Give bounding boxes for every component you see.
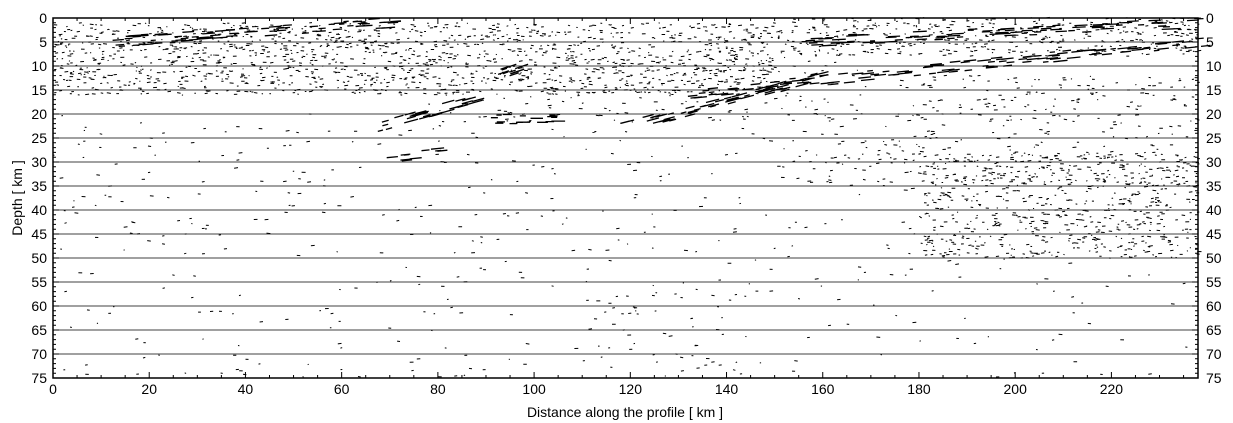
x-axis-title: Distance along the profile [ km ] [527,404,723,420]
y-tick-label-left: 55 [31,274,47,290]
reflectivity-zone-3 [895,74,1200,139]
y-tick-label-right: 55 [1206,274,1222,290]
y-tick-label-left: 75 [31,370,47,386]
reflectivity-zone-7 [53,258,1188,378]
y-tick-label-right: 75 [1206,370,1222,386]
x-tick-label: 60 [334,381,350,397]
y-tick-label-left: 0 [39,10,47,26]
reflectivity-image [53,16,1211,378]
y-tick-label-right: 65 [1206,322,1222,338]
y-tick-label-left: 65 [31,322,47,338]
x-tick-label: 200 [1004,381,1028,397]
horizontal-gridlines [53,41,1198,355]
y-tick-label-left: 70 [31,346,47,362]
y-tick-label-left: 10 [31,58,47,74]
axis-ticks [52,17,1198,379]
dipping-reflector-1 [490,113,566,125]
x-tick-label: 80 [430,381,446,397]
y-tick-label-right: 0 [1206,10,1214,26]
y-tick-label-right: 35 [1206,178,1222,194]
y-tick-label-right: 20 [1206,106,1222,122]
y-tick-labels-right: 0 5 10 15 20 25 30 35 40 45 50 55 60 65 70 75 [1206,10,1222,386]
x-tick-label: 160 [811,381,835,397]
dipping-reflector-3 [687,37,1211,99]
x-tick-label: 0 [49,381,57,397]
y-tick-label-left: 50 [31,250,47,266]
y-tick-label-left: 25 [31,130,47,146]
y-axis-title: Depth [ km ] [9,160,25,235]
y-tick-label-left: 45 [31,226,47,242]
reflectivity-zone-5 [777,137,1200,187]
y-tick-label-left: 20 [31,106,47,122]
y-tick-label-right: 10 [1206,58,1222,74]
plot-background [53,18,1198,378]
dipping-reflector-7 [386,147,448,162]
y-tick-label-right: 60 [1206,298,1222,314]
y-tick-label-left: 40 [31,202,47,218]
y-tick-label-right: 70 [1206,346,1222,362]
x-tick-label: 100 [522,381,546,397]
y-tick-label-right: 30 [1206,154,1222,170]
y-tick-label-left: 35 [31,178,47,194]
y-tick-label-right: 25 [1206,130,1222,146]
y-tick-labels-left: 0 5 10 15 20 25 30 35 40 45 50 55 60 65 70 75 [31,10,47,386]
dipping-reflector-5 [112,17,402,48]
y-tick-label-left: 15 [31,82,47,98]
x-tick-label: 220 [1100,381,1124,397]
tick-marks [52,17,1198,379]
y-tick-label-right: 45 [1206,226,1222,242]
x-tick-label: 40 [238,381,254,397]
x-tick-label: 120 [619,381,643,397]
x-tick-label: 180 [907,381,931,397]
plot-frame [52,17,1199,379]
x-tick-label: 140 [715,381,739,397]
reflectivity-zone-4 [918,151,1202,259]
y-tick-label-left: 30 [31,154,47,170]
x-tick-label: 20 [141,381,157,397]
y-tick-label-right: 15 [1206,82,1222,98]
y-tick-label-left: 60 [31,298,47,314]
y-tick-label-right: 40 [1206,202,1222,218]
x-tick-labels: 0 20 40 60 80 100 120 140 160 180 200 220 [49,381,1123,397]
y-tick-label-left: 5 [39,34,47,50]
y-tick-label-right: 5 [1206,34,1214,50]
dipping-reflector-4 [801,17,1204,47]
y-tick-label-right: 50 [1206,250,1222,266]
reflectivity-zone-2 [428,56,867,123]
